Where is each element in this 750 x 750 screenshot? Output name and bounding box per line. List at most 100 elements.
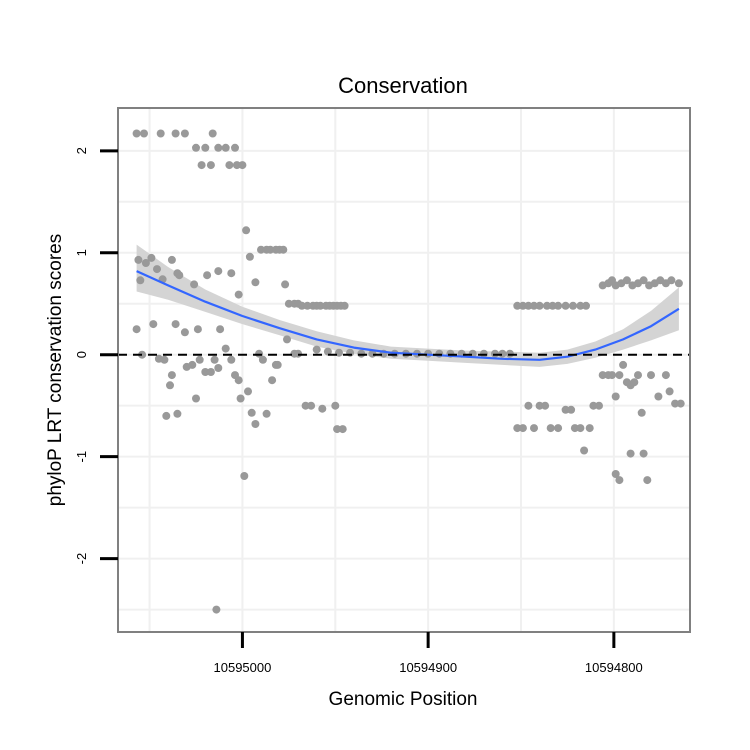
data-point <box>193 325 202 334</box>
data-point <box>236 394 245 403</box>
data-point <box>140 129 148 138</box>
data-point <box>543 301 551 310</box>
data-point <box>312 345 321 354</box>
data-point <box>251 420 260 428</box>
data-point <box>203 271 212 280</box>
data-point <box>216 325 225 334</box>
data-point <box>530 301 538 310</box>
data-point <box>167 371 176 380</box>
data-point <box>513 424 522 433</box>
x-axis-label: Genomic Position <box>329 689 478 710</box>
data-point <box>190 280 199 289</box>
data-point <box>561 405 570 414</box>
data-point <box>212 605 221 614</box>
data-point <box>262 409 271 418</box>
data-point <box>279 245 288 254</box>
data-point <box>195 355 204 364</box>
data-point <box>214 364 223 372</box>
data-point <box>541 401 550 410</box>
data-point <box>231 143 239 152</box>
data-point <box>647 371 655 380</box>
y-tick-label: 0 <box>74 351 89 358</box>
data-point <box>257 245 265 254</box>
panel-border <box>117 107 691 633</box>
data-point <box>251 278 260 287</box>
data-point <box>626 449 635 458</box>
data-point <box>297 301 306 310</box>
data-point <box>206 161 215 170</box>
data-point <box>180 328 189 337</box>
data-point <box>570 424 579 433</box>
data-point <box>138 350 147 359</box>
data-point <box>589 401 598 410</box>
data-point <box>221 143 230 152</box>
data-point <box>301 401 310 410</box>
data-point <box>576 301 585 310</box>
data-point <box>162 411 171 420</box>
data-point <box>615 476 624 485</box>
data-point <box>266 245 275 254</box>
data-point <box>318 404 327 413</box>
data-point <box>535 301 544 310</box>
data-point <box>303 301 312 310</box>
data-point <box>201 368 210 376</box>
data-point <box>530 424 538 433</box>
data-point <box>491 349 499 358</box>
data-point <box>210 355 219 364</box>
x-tick-label: 10595000 <box>214 660 272 675</box>
data-point <box>643 476 652 485</box>
data-point <box>569 301 577 310</box>
data-point <box>634 371 642 380</box>
data-point <box>608 371 616 380</box>
data-point <box>147 253 156 262</box>
data-points <box>132 129 685 614</box>
data-point <box>661 371 670 380</box>
data-point <box>580 446 589 455</box>
data-point <box>622 276 631 285</box>
data-point <box>505 349 514 358</box>
data-point <box>208 129 217 138</box>
data-point <box>225 161 234 170</box>
data-point <box>153 265 161 274</box>
data-point <box>676 399 685 408</box>
data-point <box>197 161 206 170</box>
data-point <box>498 349 507 358</box>
data-point <box>244 387 252 396</box>
data-point <box>323 347 332 356</box>
data-point <box>206 368 215 376</box>
data-point <box>639 276 648 285</box>
data-point <box>149 320 158 329</box>
data-point <box>567 405 576 414</box>
data-point <box>524 401 533 410</box>
data-point <box>192 143 200 152</box>
data-point <box>331 401 340 410</box>
data-point <box>654 392 663 401</box>
data-point <box>554 424 563 433</box>
data-point <box>611 470 620 478</box>
data-point <box>611 392 620 401</box>
data-point <box>674 279 683 288</box>
data-point <box>639 449 648 458</box>
data-point <box>171 320 180 329</box>
data-point <box>546 424 555 433</box>
data-point <box>585 424 594 433</box>
data-point <box>637 408 646 417</box>
data-point <box>166 381 174 390</box>
data-point <box>554 301 563 310</box>
data-point <box>247 408 256 417</box>
y-tick-label: -1 <box>74 451 89 463</box>
data-point <box>232 161 241 170</box>
data-point <box>524 301 533 310</box>
data-point <box>171 129 180 138</box>
data-point <box>214 143 223 152</box>
data-point <box>284 299 293 308</box>
y-tick-label: 2 <box>74 147 89 154</box>
data-point <box>188 360 197 369</box>
data-point <box>268 376 277 385</box>
data-point <box>167 255 176 264</box>
y-tick-label: -2 <box>74 553 89 565</box>
data-point <box>294 349 303 358</box>
x-tick-label: 10594800 <box>585 660 643 675</box>
data-point <box>242 226 251 235</box>
